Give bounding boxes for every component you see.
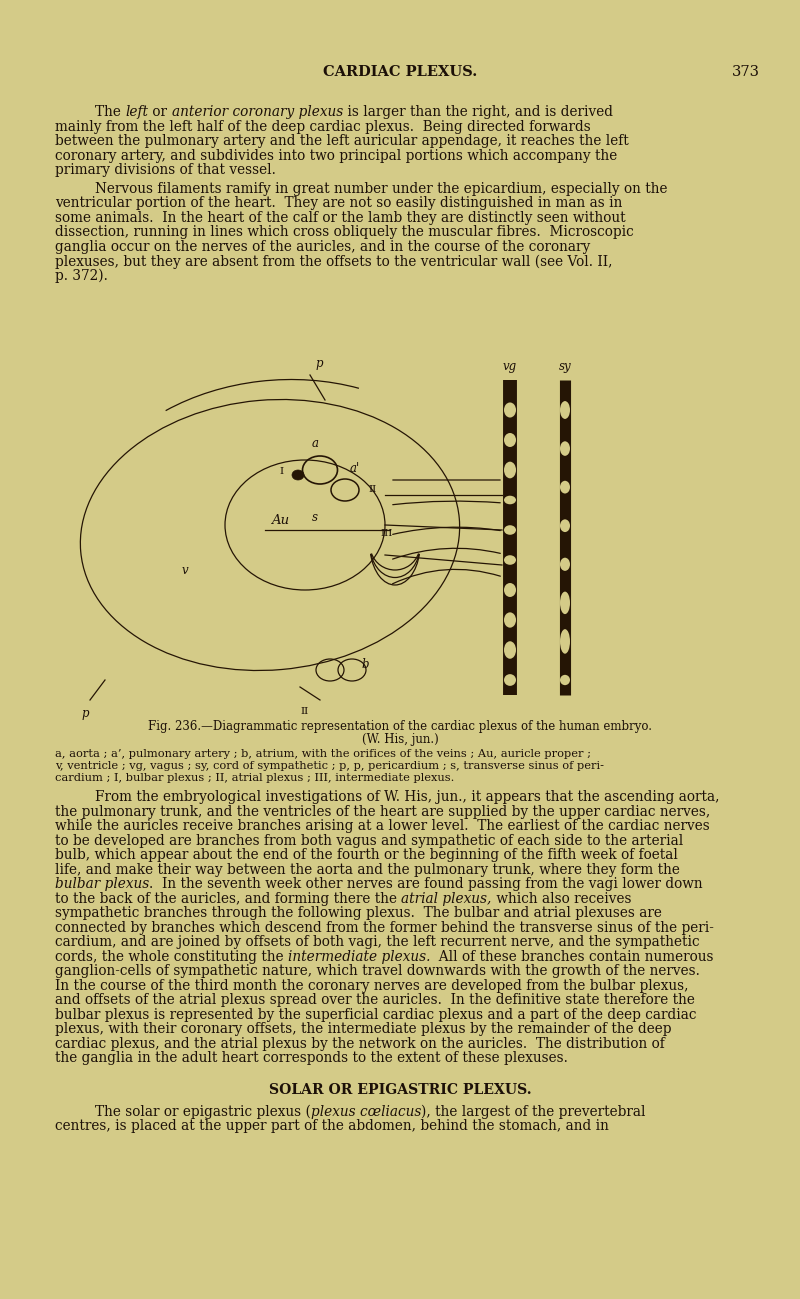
Ellipse shape — [504, 642, 516, 659]
Text: a': a' — [350, 462, 360, 475]
Text: b: b — [362, 659, 369, 672]
Text: bulbar plexus is represented by the superficial cardiac plexus and a part of the: bulbar plexus is represented by the supe… — [55, 1008, 697, 1021]
Text: mainly from the left half of the deep cardiac plexus.  Being directed forwards: mainly from the left half of the deep ca… — [55, 120, 590, 134]
Text: cardiac plexus, and the atrial plexus by the network on the auricles.  The distr: cardiac plexus, and the atrial plexus by… — [55, 1037, 665, 1051]
Text: ), the largest of the prevertebral: ), the largest of the prevertebral — [422, 1104, 646, 1120]
Text: sympathetic branches through the following plexus.  The bulbar and atrial plexus: sympathetic branches through the followi… — [55, 905, 662, 920]
Ellipse shape — [560, 629, 570, 653]
Text: or: or — [148, 105, 172, 120]
Text: to be developed are branches from both vagus and sympathetic of each side to the: to be developed are branches from both v… — [55, 834, 683, 847]
Text: cardium ; I, bulbar plexus ; II, atrial plexus ; III, intermediate plexus.: cardium ; I, bulbar plexus ; II, atrial … — [55, 773, 454, 783]
Text: SOLAR OR EPIGASTRIC PLEXUS.: SOLAR OR EPIGASTRIC PLEXUS. — [269, 1083, 531, 1096]
Text: ganglion-cells of sympathetic nature, which travel downwards with the growth of : ganglion-cells of sympathetic nature, wh… — [55, 964, 700, 978]
Text: II: II — [369, 486, 377, 495]
Text: v, ventricle ; vg, vagus ; sy, cord of sympathetic ; p, p, pericardium ; s, tran: v, ventricle ; vg, vagus ; sy, cord of s… — [55, 761, 604, 772]
Text: .  In the seventh week other nerves are found passing from the vagi lower down: . In the seventh week other nerves are f… — [150, 877, 703, 891]
Ellipse shape — [504, 583, 516, 598]
Text: ventricular portion of the heart.  They are not so easily distinguished in man a: ventricular portion of the heart. They a… — [55, 196, 622, 210]
Text: the pulmonary trunk, and the ventricles of the heart are supplied by the upper c: the pulmonary trunk, and the ventricles … — [55, 804, 710, 818]
Text: In the course of the third month the coronary nerves are developed from the bulb: In the course of the third month the cor… — [55, 978, 689, 992]
Text: which also receives: which also receives — [492, 891, 631, 905]
Ellipse shape — [560, 675, 570, 685]
Text: plexus, with their coronary offsets, the intermediate plexus by the remainder of: plexus, with their coronary offsets, the… — [55, 1022, 671, 1037]
Ellipse shape — [560, 591, 570, 614]
Text: anterior coronary plexus: anterior coronary plexus — [172, 105, 343, 120]
Ellipse shape — [560, 520, 570, 533]
Text: plexus cœliacus: plexus cœliacus — [311, 1104, 422, 1118]
Ellipse shape — [504, 674, 516, 686]
Ellipse shape — [504, 612, 516, 627]
Text: ganglia occur on the nerves of the auricles, and in the course of the coronary: ganglia occur on the nerves of the auric… — [55, 240, 590, 253]
Text: (W. His, jun.): (W. His, jun.) — [362, 733, 438, 746]
Ellipse shape — [560, 557, 570, 570]
Text: vg: vg — [503, 360, 517, 373]
Text: the ganglia in the adult heart corresponds to the extent of these plexuses.: the ganglia in the adult heart correspon… — [55, 1051, 568, 1065]
Text: p: p — [82, 707, 89, 720]
Text: s: s — [312, 511, 318, 523]
Ellipse shape — [504, 555, 516, 565]
Text: intermediate plexus.: intermediate plexus. — [288, 950, 430, 964]
Text: bulbar plexus: bulbar plexus — [55, 877, 150, 891]
Text: some animals.  In the heart of the calf or the lamb they are distinctly seen wit: some animals. In the heart of the calf o… — [55, 210, 626, 225]
Text: cords, the whole constituting the: cords, the whole constituting the — [55, 950, 288, 964]
Text: sy: sy — [558, 360, 571, 373]
Ellipse shape — [504, 525, 516, 535]
Text: p: p — [315, 357, 322, 370]
Text: Au: Au — [271, 513, 289, 526]
Text: between the pulmonary artery and the left auricular appendage, it reaches the le: between the pulmonary artery and the lef… — [55, 134, 629, 148]
Text: All of these branches contain numerous: All of these branches contain numerous — [430, 950, 714, 964]
Text: connected by branches which descend from the former behind the transverse sinus : connected by branches which descend from… — [55, 921, 714, 934]
Text: atrial plexus,: atrial plexus, — [402, 891, 492, 905]
Text: dissection, running in lines which cross obliquely the muscular fibres.  Microsc: dissection, running in lines which cross… — [55, 226, 634, 239]
Text: The solar or epigastric plexus (: The solar or epigastric plexus ( — [95, 1104, 311, 1120]
Text: Nervous filaments ramify in great number under the epicardium, especially on the: Nervous filaments ramify in great number… — [95, 182, 667, 196]
Ellipse shape — [504, 403, 516, 417]
Ellipse shape — [560, 442, 570, 456]
Text: bulb, which appear about the end of the fourth or the beginning of the fifth wee: bulb, which appear about the end of the … — [55, 848, 678, 863]
Text: v: v — [182, 564, 188, 577]
Ellipse shape — [292, 470, 304, 481]
Ellipse shape — [504, 461, 516, 478]
Text: to the back of the auricles, and forming there the: to the back of the auricles, and forming… — [55, 891, 402, 905]
Text: while the auricles receive branches arising at a lower level.  The earliest of t: while the auricles receive branches aris… — [55, 818, 710, 833]
Ellipse shape — [560, 401, 570, 420]
Text: 373: 373 — [732, 65, 760, 79]
Text: II: II — [301, 707, 309, 716]
Text: left: left — [126, 105, 148, 120]
Text: is larger than the right, and is derived: is larger than the right, and is derived — [343, 105, 613, 120]
Text: Fig. 236.—Diagrammatic representation of the cardiac plexus of the human embryo.: Fig. 236.—Diagrammatic representation of… — [148, 720, 652, 733]
Ellipse shape — [560, 481, 570, 494]
Text: cardium, and are joined by offsets of both vagi, the left recurrent nerve, and t: cardium, and are joined by offsets of bo… — [55, 935, 700, 950]
Text: I: I — [280, 468, 284, 477]
Ellipse shape — [504, 496, 516, 504]
Text: a, aorta ; a’, pulmonary artery ; b, atrium, with the orifices of the veins ; Au: a, aorta ; a’, pulmonary artery ; b, atr… — [55, 750, 591, 759]
Ellipse shape — [504, 433, 516, 447]
Text: p. 372).: p. 372). — [55, 269, 108, 283]
Text: centres, is placed at the upper part of the abdomen, behind the stomach, and in: centres, is placed at the upper part of … — [55, 1120, 609, 1133]
Text: life, and make their way between the aorta and the pulmonary trunk, where they f: life, and make their way between the aor… — [55, 863, 680, 877]
Text: CARDIAC PLEXUS.: CARDIAC PLEXUS. — [323, 65, 477, 79]
Text: III: III — [380, 529, 392, 538]
Text: coronary artery, and subdivides into two principal portions which accompany the: coronary artery, and subdivides into two… — [55, 148, 618, 162]
Text: From the embryological investigations of W. His, jun., it appears that the ascen: From the embryological investigations of… — [95, 790, 719, 804]
Text: plexuses, but they are absent from the offsets to the ventricular wall (see Vol.: plexuses, but they are absent from the o… — [55, 255, 613, 269]
Text: a: a — [311, 436, 318, 449]
Text: primary divisions of that vessel.: primary divisions of that vessel. — [55, 162, 276, 177]
Text: and offsets of the atrial plexus spread over the auricles.  In the definitive st: and offsets of the atrial plexus spread … — [55, 992, 695, 1007]
Text: The: The — [95, 105, 126, 120]
